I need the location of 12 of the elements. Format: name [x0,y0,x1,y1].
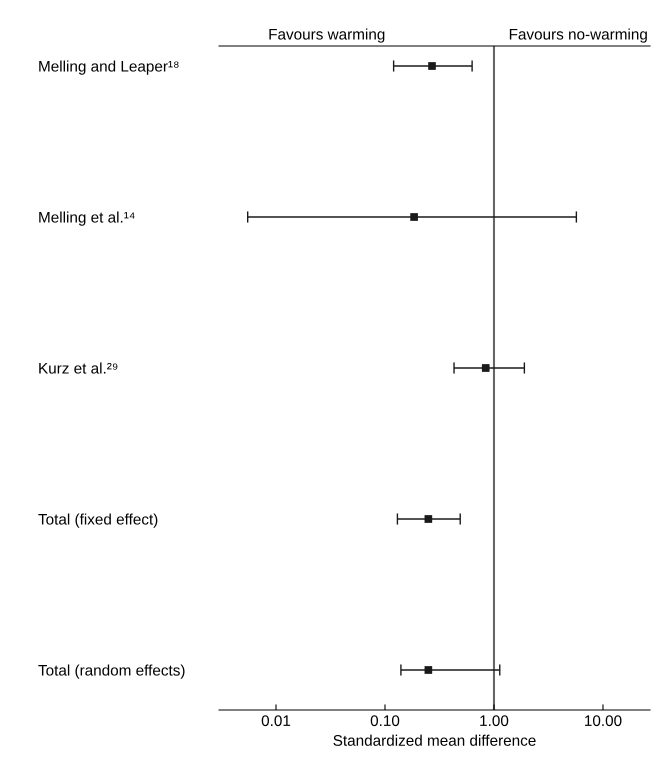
x-axis-title: Standardized mean difference [333,734,536,746]
y-tick-label: Total (fixed effect) [38,513,158,528]
y-tick-label: Total (random effects) [38,664,185,679]
x-tick-label: 1.00 [480,715,508,726]
y-tick-label: Melling et al.¹⁴ [39,211,135,226]
text: Favours warming [269,28,384,43]
x-tick-label: 10.00 [585,715,622,726]
x-tick-label: 0.01 [262,715,290,726]
y-tick-label: Melling and Leaper¹⁸ [39,60,179,75]
x-tick-label: 0.10 [370,715,400,726]
text: Favours no-warming [510,28,647,43]
y-tick-label: Kurz et al.²⁹ [39,362,118,374]
